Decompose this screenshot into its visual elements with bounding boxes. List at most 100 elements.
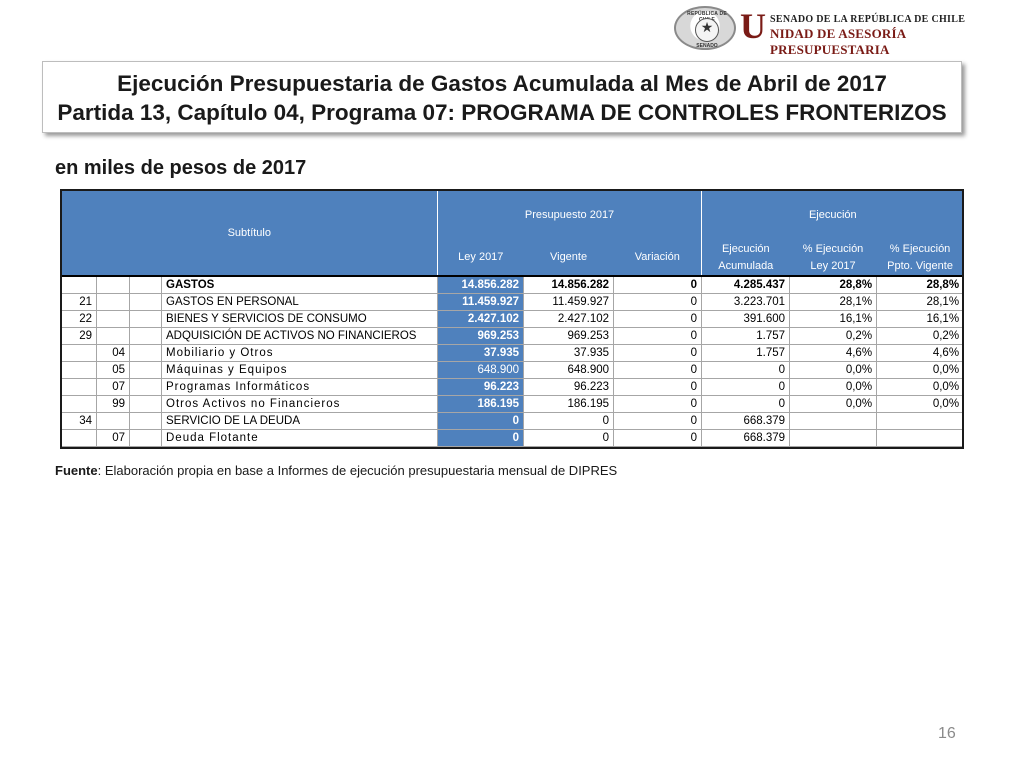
cell-vigente: 96.223	[523, 377, 615, 396]
table-row: 22 BIENES Y SERVICIOS DE CONSUMO 2.427.1…	[61, 309, 965, 328]
table-row: 29 ADQUISICIÓN DE ACTIVOS NO FINANCIEROS…	[61, 326, 965, 345]
cell-asignacion	[129, 326, 162, 345]
cell-ley: 11.459.927	[437, 292, 525, 311]
cell-variacion: 0	[613, 428, 703, 447]
cell-item: 05	[96, 360, 130, 379]
cell-variacion: 0	[613, 411, 703, 430]
cell-vigente: 186.195	[523, 394, 615, 413]
table-row: 99 Otros Activos no Financieros 186.195 …	[61, 394, 965, 413]
header-pct-ley: % Ejecución Ley 2017	[789, 240, 877, 276]
seal-bottom-text: SENADO	[696, 43, 718, 49]
cell-pct-vigente: 4,6%	[876, 343, 965, 362]
cell-ejecucion: 668.379	[701, 411, 791, 430]
cell-pct-vigente: 16,1%	[876, 309, 965, 328]
cell-pct-vigente: 0,0%	[876, 377, 965, 396]
header-ejecucion: Ejecución	[701, 190, 964, 240]
cell-ley: 96.223	[437, 377, 525, 396]
cell-pct-ley: 28,8%	[789, 275, 878, 294]
cell-ley: 37.935	[437, 343, 525, 362]
cell-item	[96, 275, 130, 294]
cell-vigente: 0	[523, 411, 615, 430]
cell-asignacion	[129, 292, 162, 311]
cell-asignacion	[129, 394, 162, 413]
page-number: 16	[938, 725, 956, 742]
header-subtitulo: Subtítulo	[61, 190, 439, 276]
cell-item: 99	[96, 394, 130, 413]
senado-logo: REPÚBLICA DE CHILE ★ SENADO U SENADO DE …	[672, 4, 1017, 57]
table-row: 21 GASTOS EN PERSONAL 11.459.927 11.459.…	[61, 292, 965, 311]
logo-initial: U	[740, 6, 766, 46]
cell-variacion: 0	[613, 309, 703, 328]
cell-description: Otros Activos no Financieros	[160, 394, 439, 413]
header-presupuesto: Presupuesto 2017	[437, 190, 703, 240]
source-text: : Elaboración propia en base a Informes …	[97, 463, 618, 478]
header-vigente: Vigente	[523, 240, 614, 276]
cell-asignacion	[129, 411, 162, 430]
cell-asignacion	[129, 377, 162, 396]
cell-pct-ley	[789, 428, 878, 447]
cell-ley: 0	[437, 428, 525, 447]
table-row: 34 SERVICIO DE LA DEUDA 0 0 0 668.379	[61, 411, 965, 430]
cell-variacion: 0	[613, 377, 703, 396]
header-pct-vigente: % Ejecución Ppto. Vigente	[876, 240, 964, 276]
cell-pct-ley: 0,0%	[789, 394, 878, 413]
cell-description: Programas Informáticos	[160, 377, 439, 396]
cell-subtitulo	[61, 343, 97, 362]
cell-pct-vigente	[876, 428, 965, 447]
cell-description: Mobiliario y Otros	[160, 343, 439, 362]
cell-asignacion	[129, 360, 162, 379]
cell-pct-vigente: 0,0%	[876, 394, 965, 413]
cell-vigente: 2.427.102	[523, 309, 615, 328]
cell-pct-ley: 28,1%	[789, 292, 878, 311]
cell-pct-ley: 0,0%	[789, 377, 878, 396]
cell-description: BIENES Y SERVICIOS DE CONSUMO	[160, 309, 439, 328]
title-box: Ejecución Presupuestaria de Gastos Acumu…	[42, 61, 962, 133]
cell-pct-ley: 16,1%	[789, 309, 878, 328]
cell-item	[96, 326, 130, 345]
cell-asignacion	[129, 428, 162, 447]
cell-asignacion	[129, 343, 162, 362]
cell-pct-vigente: 0,2%	[876, 326, 965, 345]
table-row: 04 Mobiliario y Otros 37.935 37.935 0 1.…	[61, 343, 965, 362]
cell-subtitulo	[61, 428, 97, 447]
cell-ejecucion: 4.285.437	[701, 275, 791, 294]
cell-vigente: 37.935	[523, 343, 615, 362]
cell-item: 07	[96, 377, 130, 396]
cell-subtitulo	[61, 394, 97, 413]
cell-ley: 14.856.282	[437, 275, 525, 294]
units-subtitle: en miles de pesos de 2017	[55, 157, 307, 179]
cell-pct-ley: 4,6%	[789, 343, 878, 362]
cell-description: ADQUISICIÓN DE ACTIVOS NO FINANCIEROS	[160, 326, 439, 345]
cell-item: 04	[96, 343, 130, 362]
cell-description: SERVICIO DE LA DEUDA	[160, 411, 439, 430]
cell-asignacion	[129, 309, 162, 328]
budget-table: Subtítulo Presupuesto 2017 Ejecución Ley…	[61, 190, 965, 447]
cell-variacion: 0	[613, 394, 703, 413]
cell-ley: 186.195	[437, 394, 525, 413]
cell-ejecucion: 0	[701, 394, 791, 413]
cell-subtitulo: 22	[61, 309, 97, 328]
cell-description: GASTOS EN PERSONAL	[160, 292, 439, 311]
cell-ejecucion: 3.223.701	[701, 292, 791, 311]
cell-vigente: 0	[523, 428, 615, 447]
cell-pct-ley	[789, 411, 878, 430]
table-row: GASTOS 14.856.282 14.856.282 0 4.285.437…	[61, 275, 965, 294]
cell-item	[96, 309, 130, 328]
source-note: Fuente: Elaboración propia en base a Inf…	[55, 463, 617, 478]
cell-variacion: 0	[613, 343, 703, 362]
cell-pct-ley: 0,0%	[789, 360, 878, 379]
cell-ley: 2.427.102	[437, 309, 525, 328]
cell-vigente: 14.856.282	[523, 275, 615, 294]
cell-vigente: 969.253	[523, 326, 615, 345]
cell-ley: 0	[437, 411, 525, 430]
cell-pct-ley: 0,2%	[789, 326, 878, 345]
cell-vigente: 648.900	[523, 360, 615, 379]
cell-ley: 969.253	[437, 326, 525, 345]
cell-ejecucion: 0	[701, 377, 791, 396]
cell-description: Deuda Flotante	[160, 428, 439, 447]
table-row: 07 Deuda Flotante 0 0 0 668.379	[61, 428, 965, 447]
logo-senado-text: SENADO DE LA REPÚBLICA DE CHILE	[770, 14, 966, 25]
cell-ejecucion: 391.600	[701, 309, 791, 328]
cell-ejecucion: 0	[701, 360, 791, 379]
cell-variacion: 0	[613, 326, 703, 345]
